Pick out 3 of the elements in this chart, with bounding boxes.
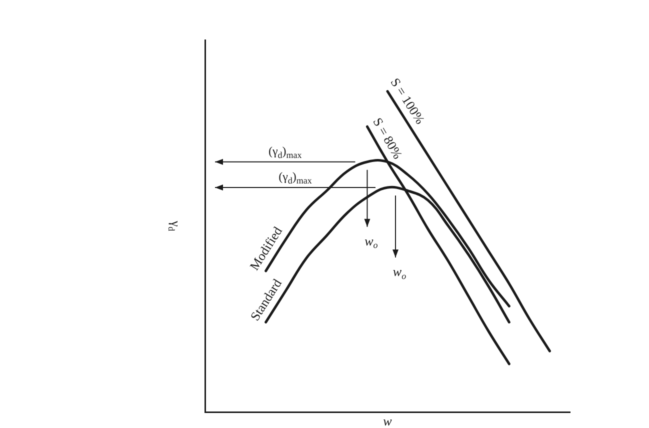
x-axis-title: w bbox=[383, 413, 392, 428]
y-axis-title: γd bbox=[166, 220, 184, 232]
text: S = 80% bbox=[370, 115, 406, 162]
